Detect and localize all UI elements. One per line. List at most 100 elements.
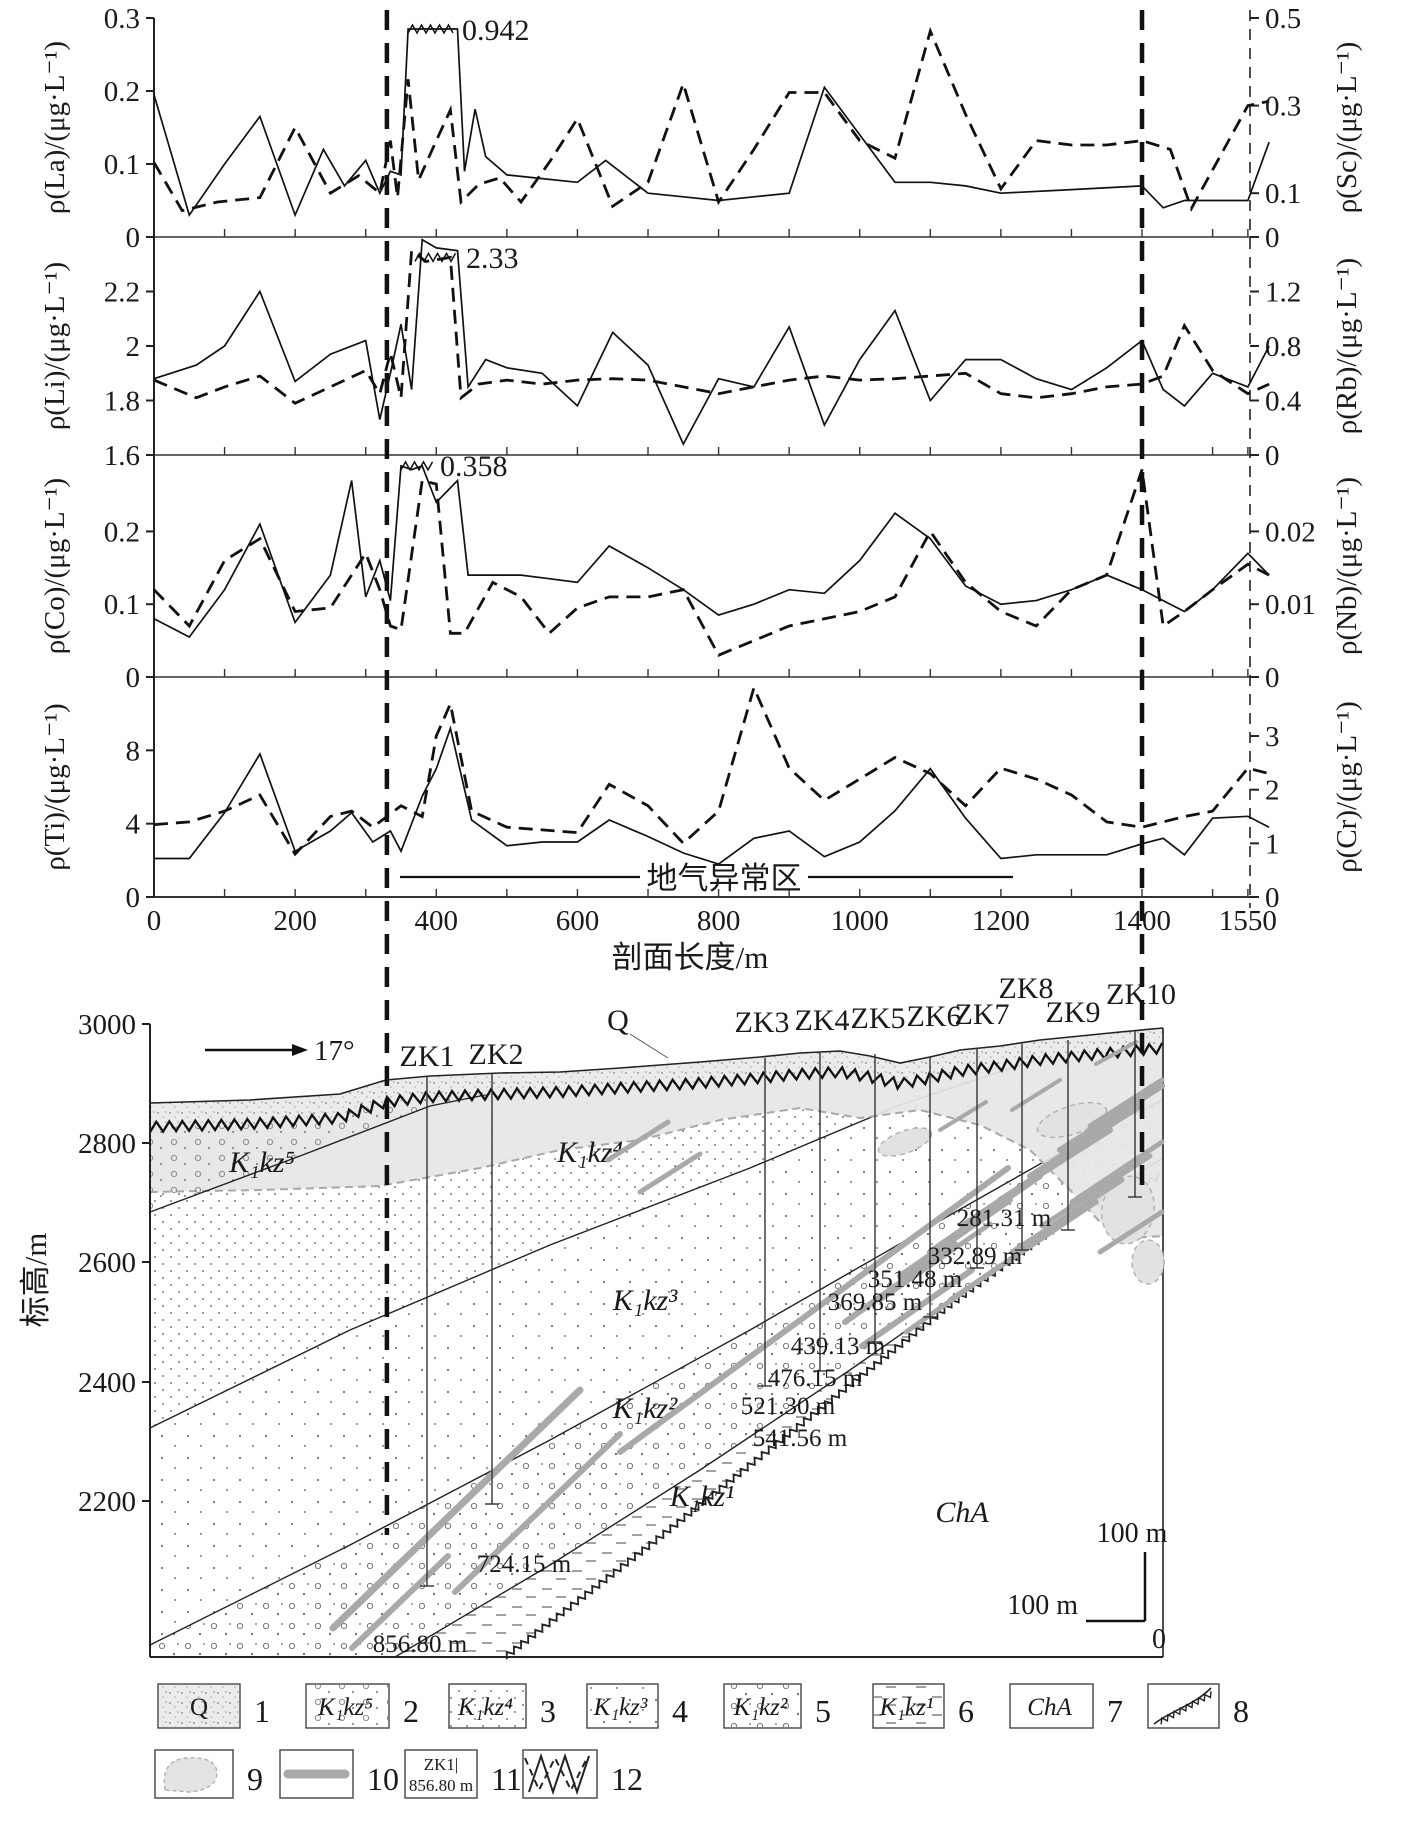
borehole-label-ZK6: ZK6 [907,1000,962,1033]
x-tick-label: 1200 [972,905,1030,937]
x-tick-label: 400 [415,905,459,937]
clip-zigzag [400,460,434,472]
elevation-axis-title: 标高/m [18,1233,53,1328]
scale-horizontal-label: 100 m [1007,1590,1078,1621]
right-tick-label: 0.4 [1265,386,1302,418]
left-tick-label: 0.1 [104,149,140,181]
elev-tick-2400: 2400 [78,1367,136,1399]
left-tick-label: 0 [126,662,141,694]
left-tick-label: 1.6 [104,440,140,472]
x-axis-title: 剖面长度/m [612,940,769,975]
ore-body-lines [329,1040,1165,1651]
borehole-label-ZK3: ZK3 [735,1006,790,1039]
ore-body-line [349,1553,451,1651]
borehole-label-ZK5: ZK5 [851,1002,906,1035]
legend-number-9: 9 [247,1761,263,1797]
right-tick-label: 0.5 [1265,3,1301,35]
legend-sym-q [159,1685,239,1727]
borehole-depth-ZK10: 281.31 m [957,1205,1052,1232]
legend-sym-kz5 [307,1685,388,1727]
ore-body-line [617,1165,1011,1455]
clip-zigzag [414,251,457,263]
legend-number-3: 3 [540,1693,556,1729]
series-La-line [153,28,1270,218]
right-tick-label: 2 [1265,775,1280,807]
right-tick-label: 0 [1265,222,1280,254]
terrain-surface-line [149,1027,1164,1104]
ore-body-line [859,1267,975,1349]
ore-body-line [637,1151,703,1195]
ore-body-line [1010,1078,1062,1112]
peak-annotation: 0.358 [440,450,508,483]
right-axis-title: ρ(Rb)/(μg·L⁻¹) [1331,258,1363,434]
legend-label-7: ChA [1027,1694,1072,1721]
left-tick-label: 0.3 [104,3,140,35]
legend-number-11: 11 [491,1761,522,1797]
legend-sym-blob [163,1757,218,1793]
left-axis-title: ρ(La)/(μg·L⁻¹) [39,41,71,214]
right-tick-label: 0.01 [1265,589,1316,621]
right-axis-title: ρ(Cr)/(μg·L⁻¹) [1331,701,1363,873]
x-tick-label: 600 [556,905,600,937]
series-Nb-line [152,469,1270,657]
ore-body-line [1057,1083,1165,1153]
left-tick-label: 8 [126,735,141,767]
ore-body-line [1027,1103,1143,1179]
left-tick-label: 2.2 [104,277,140,309]
boundary-kz5-kz4 [149,1091,501,1213]
borehole-label-ZK9: ZK9 [1046,996,1101,1029]
elev-tick-2600: 2600 [78,1247,136,1279]
q-layer-label: Q [607,1004,629,1037]
alteration-blob [1131,1239,1165,1285]
label-k1kz1: K₁kz¹ [669,1480,734,1513]
dip-arrow [205,1044,308,1056]
series-Li-line [153,238,1270,447]
x-tick-label: 0 [147,905,162,937]
series-Co-line [153,464,1270,639]
left-tick-label: 0 [126,222,141,254]
series-Ti-line [154,725,1270,865]
ore-body-line [983,1199,1099,1279]
borehole-label-ZK7: ZK7 [955,998,1010,1031]
left-tick-label: 0.2 [104,516,140,548]
legend-sym-wavy-smooth [1153,1687,1212,1725]
left-tick-label: 2 [126,331,141,363]
ore-body-line [605,1119,671,1163]
borehole-depth-ZK9: 332.89 m [928,1243,1023,1270]
ore-body-line [877,1221,993,1303]
ore-body-line [842,1241,958,1325]
legend-number-12: 12 [611,1761,643,1797]
x-tick-label: 1000 [831,905,889,937]
right-axis-title: ρ(Nb)/(μg·L⁻¹) [1331,477,1363,655]
legend-number-1: 1 [254,1693,270,1729]
legend-sym-kz1 [874,1685,943,1727]
series-Rb-line [153,247,1270,405]
correlation-dashed-lines [384,10,1145,1535]
right-tick-label: 3 [1265,721,1280,753]
left-axis-title: ρ(Li)/(μg·L⁻¹) [39,262,71,430]
right-tick-label: 0 [1265,440,1280,472]
ore-body-line [329,1386,584,1632]
legend-number-5: 5 [815,1693,831,1729]
legend-number-4: 4 [672,1693,688,1729]
right-tick-label: 1.2 [1265,277,1301,309]
scale-zero-label: 0 [1152,1624,1166,1655]
clip-zigzag [407,23,454,35]
legend-box-7 [1009,1683,1094,1729]
legend-number-2: 2 [403,1693,419,1729]
scale-bar [1086,1552,1147,1623]
alteration-zone-area [150,1048,1163,1238]
right-tick-label: 0 [1265,882,1280,914]
ore-body-line [1094,1040,1138,1066]
layer-q-area [150,1028,1163,1127]
right-tick-label: 0.3 [1265,91,1301,123]
ore-body-line [1009,1177,1125,1255]
series-Sc-line [152,26,1270,213]
scale-vertical-label: 100 m [1097,1518,1168,1549]
legend-number-6: 6 [958,1693,974,1729]
borehole-depth-ZK2: 724.15 m [477,1551,572,1578]
left-axis-title: ρ(Ti)/(μg·L⁻¹) [39,703,71,870]
legend-number-7: 7 [1107,1693,1123,1729]
legend-sym-kz3 [588,1685,657,1727]
